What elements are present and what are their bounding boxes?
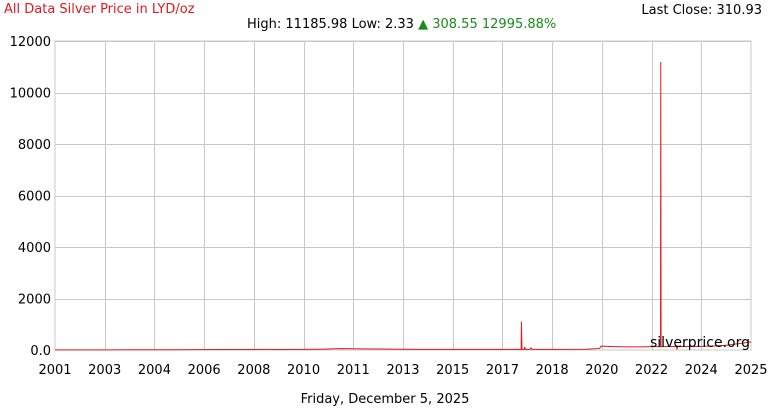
watermark: silverprice.org [650,335,750,351]
last-close-readout: Last Close: 310.93 [641,3,762,18]
high-value: 11185.98 [285,17,348,32]
x-tick-label: 2017 [486,363,519,378]
grid-lines [55,41,751,350]
x-tick-label: 2008 [237,363,270,378]
change-percent: 12995.88% [481,17,557,32]
up-arrow-icon: ▲ [418,17,429,32]
x-tick-label: 2022 [635,363,668,378]
chart-title: All Data Silver Price in LYD/oz [4,2,195,17]
y-tick-label: 6000 [18,190,51,205]
y-tick-label: 4000 [18,241,51,256]
price-series-line [55,61,752,351]
x-tick-label: 2001 [38,363,71,378]
x-tick-label: 2004 [138,363,171,378]
y-axis-ticks: 0.0 2000 4000 6000 8000 10000 12000 [10,35,51,359]
y-tick-label: 0.0 [30,344,51,359]
price-stats: High: 11185.98 Low: 2.33 ▲ 308.55 12995.… [247,17,556,32]
x-tick-label: 2010 [287,363,320,378]
x-tick-label: 2018 [536,363,569,378]
x-tick-label: 2003 [88,363,121,378]
x-tick-label: 2015 [436,363,469,378]
y-tick-label: 8000 [18,138,51,153]
plot-frame [54,40,752,351]
y-tick-label: 10000 [10,87,51,102]
high-label: High: [247,17,282,32]
low-value: 2.33 [385,17,414,32]
date-footer: Friday, December 5, 2025 [300,392,470,407]
y-tick-label: 2000 [18,293,51,308]
y-tick-label: 12000 [10,35,51,50]
change-value: 308.55 [432,17,478,32]
x-axis-ticks: 2001 2003 2004 2006 2008 2010 2011 2013 2015 2017… [38,363,767,378]
low-label: Low: [351,17,381,32]
x-tick-label: 2006 [188,363,221,378]
x-tick-label: 2024 [685,363,718,378]
x-tick-label: 2013 [386,363,419,378]
x-tick-label: 2011 [337,363,370,378]
x-tick-label: 2025 [734,363,767,378]
x-tick-label: 2020 [585,363,618,378]
